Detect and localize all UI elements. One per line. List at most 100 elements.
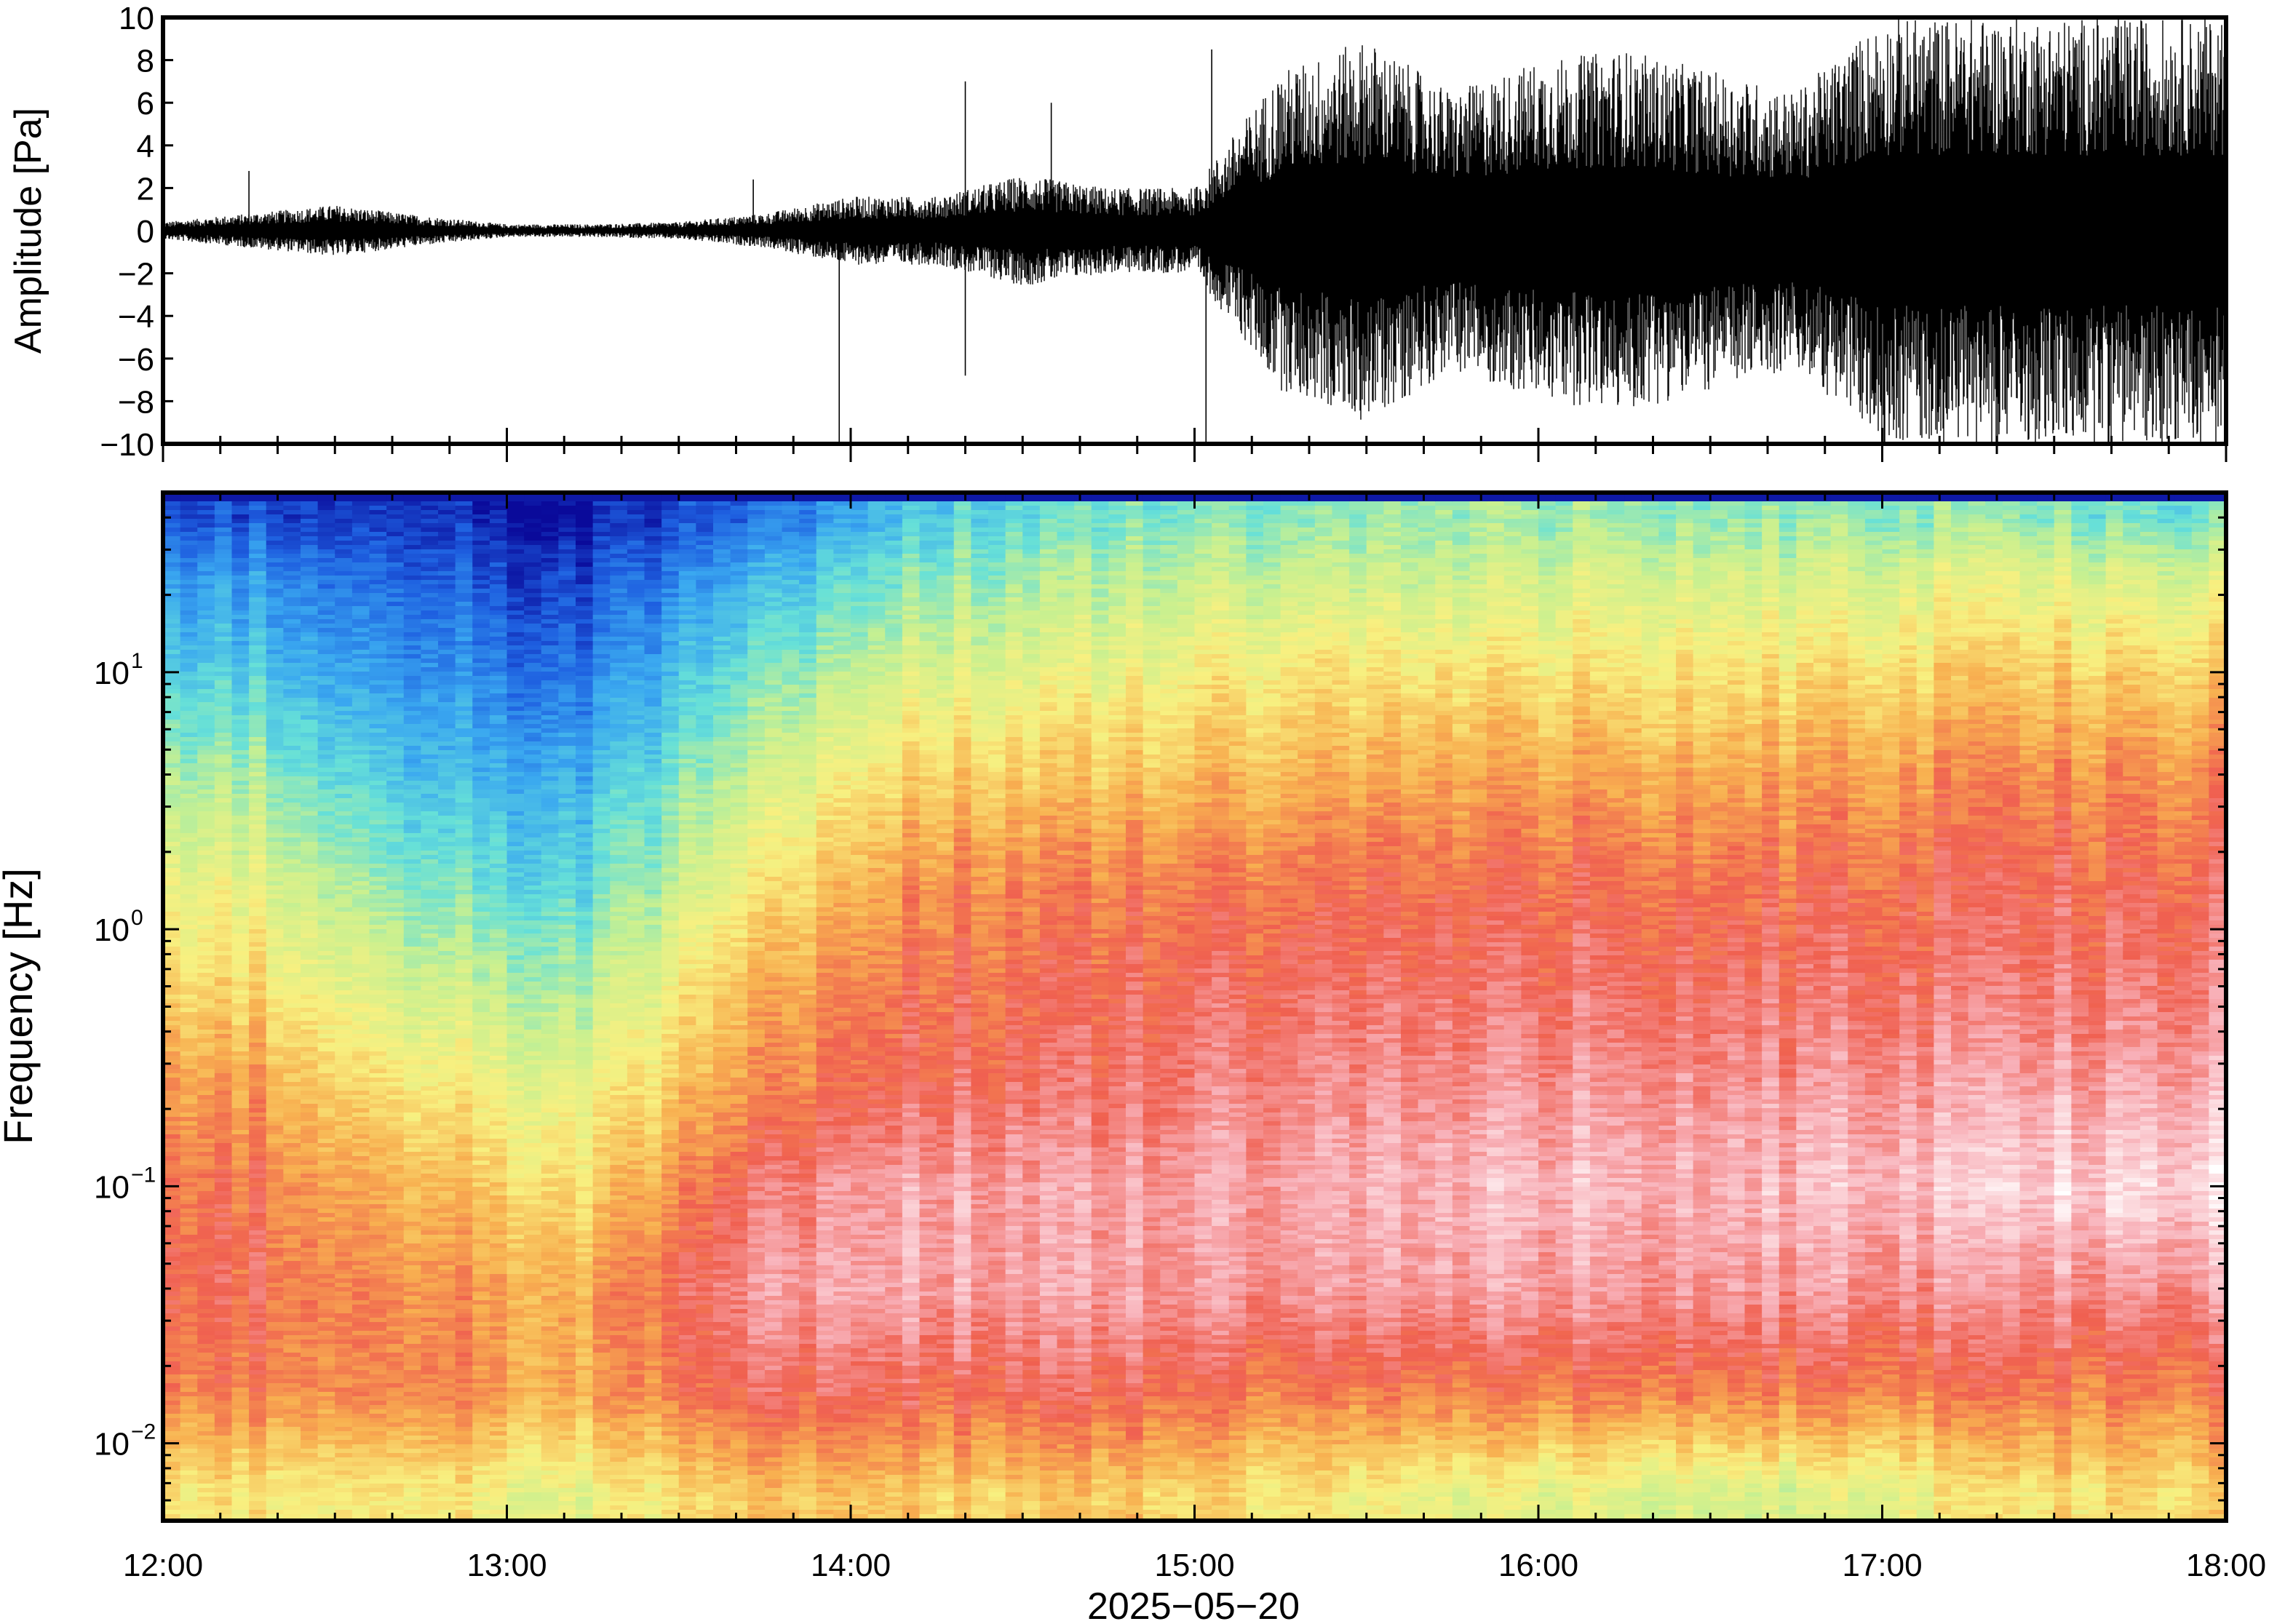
spectrogram-cell — [386, 877, 404, 882]
spectrogram-cell — [370, 1243, 387, 1249]
spectrogram-cell — [386, 724, 404, 729]
spectrogram-cell — [215, 885, 232, 891]
spectrogram-cell — [163, 1326, 180, 1332]
spectrogram-cell — [370, 1479, 387, 1484]
spectrogram-cell — [215, 1422, 232, 1428]
spectrogram-cell — [386, 816, 404, 821]
spectrogram-cell — [283, 934, 301, 939]
spectrogram-cell — [215, 1374, 232, 1380]
spectrogram-cell — [370, 1174, 387, 1179]
spectrogram-cell — [180, 514, 198, 520]
spectrogram-cell — [163, 947, 180, 952]
spectrogram-cell — [301, 497, 318, 502]
spectrogram-cell — [370, 501, 387, 506]
spectrogram-cell — [180, 1134, 198, 1139]
spectrogram-cell — [352, 803, 370, 808]
spectrogram-cell — [386, 746, 404, 751]
spectrogram-cell — [335, 1230, 352, 1235]
spectrogram-cell — [215, 1051, 232, 1056]
spectrogram-cell — [232, 1257, 250, 1262]
spectrogram-cell — [232, 1248, 250, 1253]
spectrogram-cell — [301, 1374, 318, 1380]
spectrogram-cell — [266, 1030, 284, 1035]
spectrogram-cell — [266, 920, 284, 926]
waveform-y-tick-label: 4 — [137, 129, 154, 164]
spectrogram-cell — [318, 1030, 335, 1035]
spectrogram-cell — [370, 628, 387, 633]
spectrogram-cell — [318, 803, 335, 808]
spectrogram-cell — [180, 1265, 198, 1270]
spectrogram-cell — [232, 776, 250, 781]
spectrogram-cell — [318, 1226, 335, 1231]
spectrogram-cell — [163, 1309, 180, 1314]
spectrogram-cell — [370, 1108, 387, 1113]
spectrogram-cell — [370, 1283, 387, 1288]
spectrogram-cell — [215, 658, 232, 664]
spectrogram-cell — [386, 1047, 404, 1052]
spectrogram-cell — [386, 1270, 404, 1275]
spectrogram-cell — [197, 1313, 215, 1318]
spectrogram-cell — [370, 1309, 387, 1314]
spectrogram-cell — [266, 593, 284, 598]
spectrogram-cell — [370, 877, 387, 882]
spectrogram-cell — [318, 1479, 335, 1484]
spectrogram-cell — [301, 781, 318, 786]
spectrogram-cell — [232, 1165, 250, 1170]
spectrogram-cell — [318, 689, 335, 694]
spectrogram-cell — [370, 1453, 387, 1458]
spectrogram-cell — [335, 1156, 352, 1161]
spectrogram-cell — [335, 1169, 352, 1174]
spectrogram-cell — [180, 589, 198, 594]
spectrogram-cell — [318, 685, 335, 690]
spectrogram-cell — [283, 1291, 301, 1297]
spectrogram-cell — [215, 872, 232, 877]
spectrogram-cell — [352, 589, 370, 594]
spectrogram-cell — [163, 1427, 180, 1432]
spectrogram-cell — [197, 912, 215, 917]
spectrogram-cell — [335, 1326, 352, 1332]
spectrogram-cell — [301, 506, 318, 511]
spectrogram-cell — [180, 864, 198, 869]
spectrogram-cell — [335, 851, 352, 856]
spectrogram-cell — [163, 606, 180, 611]
spectrogram-cell — [318, 501, 335, 506]
spectrogram-cell — [352, 606, 370, 611]
spectrogram-cell — [180, 724, 198, 729]
spectrogram-cell — [283, 916, 301, 921]
spectrogram-cell — [318, 1414, 335, 1419]
spectrogram-cell — [318, 938, 335, 943]
spectrogram-cell — [386, 1475, 404, 1480]
spectrogram-cell — [283, 1418, 301, 1423]
spectrogram-cell — [180, 541, 198, 546]
spectrogram-cell — [266, 501, 284, 506]
spectrogram-cell — [370, 602, 387, 607]
spectrogram-cell — [370, 859, 387, 864]
spectrogram-cell — [386, 501, 404, 506]
spectrogram-cell — [249, 859, 266, 864]
spectrogram-cell — [318, 576, 335, 581]
spectrogram-cell — [215, 964, 232, 969]
spectrogram-cell — [215, 1318, 232, 1323]
spectrogram-cell — [163, 864, 180, 869]
spectrogram-cell — [180, 837, 198, 843]
spectrogram-cell — [301, 1479, 318, 1484]
spectrogram-cell — [318, 1427, 335, 1432]
spectrogram-cell — [197, 1283, 215, 1288]
spectrogram-cell — [352, 990, 370, 995]
spectrogram-cell — [249, 720, 266, 725]
spectrogram-cell — [180, 554, 198, 559]
spectrogram-cell — [283, 763, 301, 768]
spectrogram-cell — [215, 1112, 232, 1118]
spectrogram-cell — [352, 785, 370, 790]
spectrogram-cell — [197, 1457, 215, 1462]
spectrogram-cell — [335, 680, 352, 685]
spectrogram-cell — [301, 741, 318, 747]
spectrogram-cell — [283, 899, 301, 904]
spectrogram-cell — [386, 1344, 404, 1349]
spectrogram-cell — [215, 1130, 232, 1135]
spectrogram-cell — [266, 968, 284, 974]
spectrogram-cell — [335, 554, 352, 559]
spectrogram-cell — [386, 715, 404, 720]
spectrogram-cell — [266, 1335, 284, 1340]
spectrogram-cell — [370, 1178, 387, 1183]
